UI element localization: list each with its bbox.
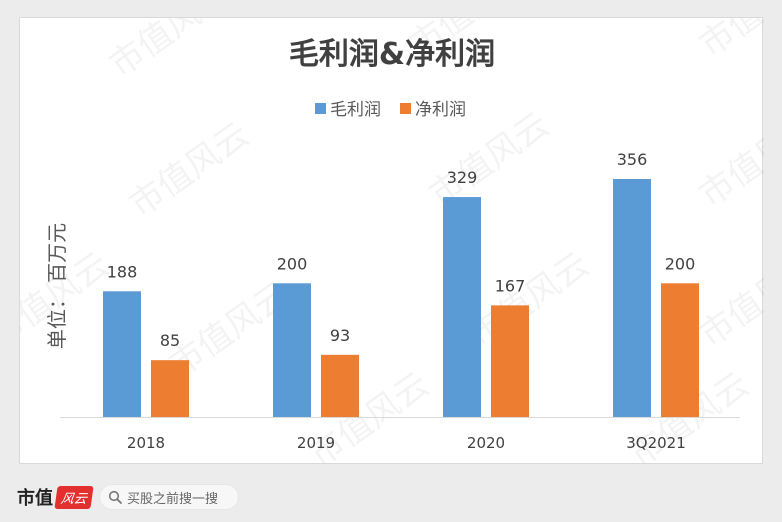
search-box[interactable]: 买股之前搜一搜 — [99, 484, 239, 510]
brand-logo[interactable]: 市值 风云 — [17, 484, 94, 510]
footer: 市值 风云 买股之前搜一搜 — [0, 474, 782, 522]
search-icon — [108, 490, 122, 504]
chart-title: 毛利润&净利润 — [289, 37, 495, 72]
x-tick-labels: 2018 2019 2020 3Q2021 — [127, 434, 686, 452]
legend-label: 净利润 — [415, 100, 466, 120]
bar — [103, 291, 141, 417]
chart-svg: 市值风云市值风云市值风云市值风云市值风云市值风云市值风云市值风云市值风云市值风云… — [20, 18, 764, 465]
x-tick-label: 2018 — [127, 434, 165, 452]
x-tick-label: 2020 — [467, 434, 505, 452]
bar — [443, 197, 481, 417]
data-label: 93 — [330, 326, 350, 345]
x-tick-label: 2019 — [297, 434, 335, 452]
bar — [321, 354, 359, 417]
data-label: 200 — [665, 254, 696, 273]
bars: 188 85 200 93 329 167 356 200 — [103, 150, 699, 417]
bar — [151, 360, 189, 417]
data-label: 200 — [277, 254, 308, 273]
bar — [273, 283, 311, 417]
bar — [661, 283, 699, 417]
data-label: 188 — [107, 262, 138, 281]
y-axis-label: 单位： 百万元 — [45, 223, 69, 349]
bar — [491, 305, 529, 417]
brand-seal: 风云 — [54, 485, 94, 509]
bar — [613, 179, 651, 417]
x-tick-label: 3Q2021 — [626, 434, 686, 452]
data-label: 356 — [617, 150, 648, 169]
data-label: 85 — [160, 331, 180, 350]
data-label: 167 — [495, 276, 526, 295]
legend-swatch — [315, 103, 326, 114]
legend-label: 毛利润 — [330, 100, 381, 120]
search-text: 买股之前搜一搜 — [127, 491, 219, 507]
data-label: 329 — [447, 168, 478, 187]
legend-swatch — [400, 103, 411, 114]
chart-card: 市值风云市值风云市值风云市值风云市值风云市值风云市值风云市值风云市值风云市值风云… — [19, 17, 764, 465]
brand-name: 市值 — [17, 488, 53, 509]
legend: 毛利润 净利润 — [315, 100, 466, 120]
